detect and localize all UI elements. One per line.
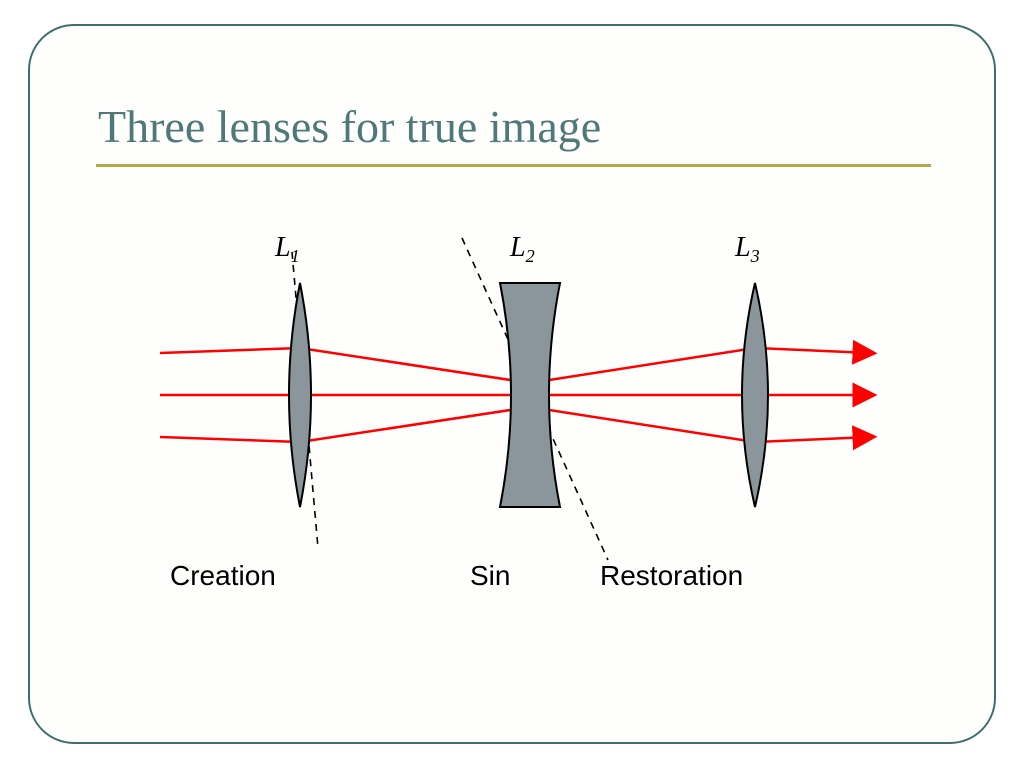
label-restoration: Restoration — [600, 560, 743, 592]
svg-text:L1: L1 — [274, 232, 300, 266]
label-creation: Creation — [170, 560, 276, 592]
title-underline — [96, 164, 931, 167]
slide-title: Three lenses for true image — [98, 100, 601, 153]
label-sin: Sin — [470, 560, 510, 592]
svg-text:L2: L2 — [509, 232, 535, 266]
svg-text:L3: L3 — [734, 232, 760, 266]
lens-diagram: L1 L2 L3 — [140, 220, 900, 580]
